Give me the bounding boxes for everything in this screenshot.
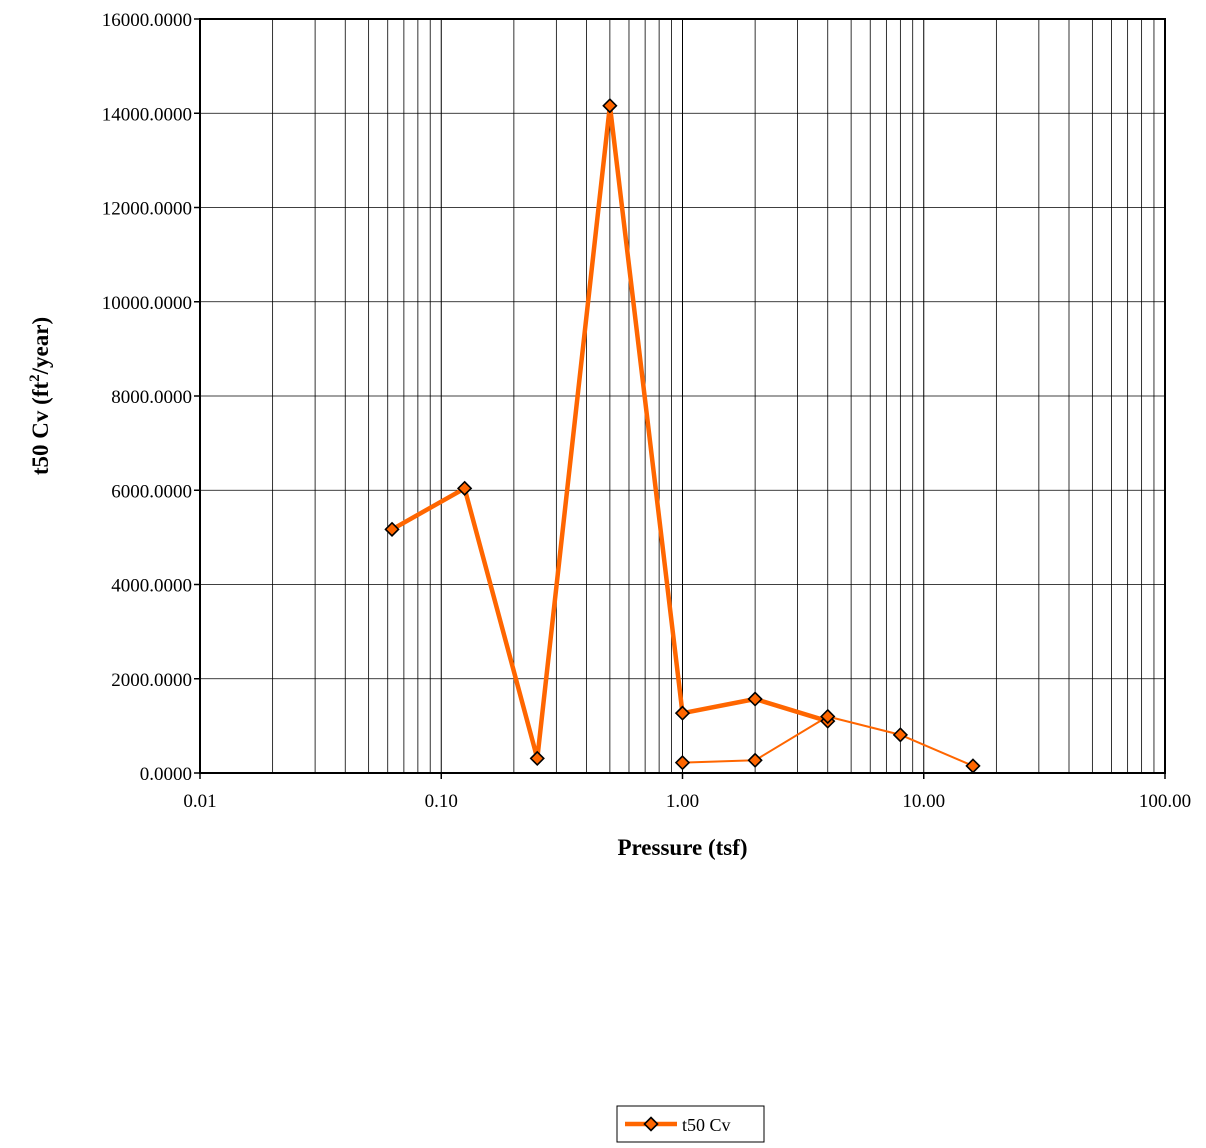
y-tick-label: 0.0000 bbox=[140, 764, 192, 785]
data-point-marker bbox=[747, 691, 763, 707]
data-point-marker bbox=[674, 755, 691, 771]
x-axis-title: Pressure (tsf) bbox=[617, 835, 747, 860]
y-tick-label: 2000.0000 bbox=[111, 670, 192, 691]
y-tick-label: 14000.0000 bbox=[102, 104, 192, 125]
legend: t50 Cv bbox=[616, 1105, 765, 1143]
legend-swatch-marker bbox=[643, 1116, 659, 1132]
data-point-marker bbox=[965, 758, 981, 774]
y-tick-label: 12000.0000 bbox=[102, 199, 192, 220]
x-tick-label: 100.00 bbox=[1139, 791, 1191, 812]
x-tick-label: 10.00 bbox=[902, 791, 945, 812]
x-tick-label: 1.00 bbox=[666, 791, 699, 812]
y-axis-title-superscript: 2 bbox=[27, 374, 43, 382]
grid-lines bbox=[200, 19, 1165, 773]
y-tick-label: 8000.0000 bbox=[111, 387, 192, 408]
y-axis-title: t50 Cv (ft2/year) bbox=[27, 317, 53, 475]
tick-labels: 0.0000 2000.0000 4000.0000 6000.0000 8000.00… bbox=[102, 10, 1191, 812]
y-tick-label: 10000.0000 bbox=[102, 293, 192, 314]
data-point-marker bbox=[602, 98, 618, 114]
data-point-marker bbox=[747, 752, 763, 768]
y-tick-label: 16000.0000 bbox=[102, 10, 192, 31]
data-point-marker bbox=[820, 708, 836, 725]
legend-entry-t50-cv: t50 Cv bbox=[682, 1115, 731, 1135]
y-tick-label: 4000.0000 bbox=[111, 576, 192, 597]
data-point-marker bbox=[384, 521, 400, 537]
x-tick-label: 0.10 bbox=[425, 791, 458, 812]
y-axis-title-tail: /year) bbox=[28, 317, 53, 375]
data-point-marker bbox=[529, 750, 545, 767]
data-point-marker bbox=[674, 705, 691, 721]
x-tick-label: 0.01 bbox=[183, 791, 216, 812]
series-layer bbox=[384, 98, 981, 774]
y-axis-title-main: t50 Cv (ft bbox=[28, 382, 53, 476]
data-point-marker bbox=[892, 727, 909, 743]
data-point-marker bbox=[456, 480, 473, 496]
y-tick-label: 6000.0000 bbox=[111, 481, 192, 502]
